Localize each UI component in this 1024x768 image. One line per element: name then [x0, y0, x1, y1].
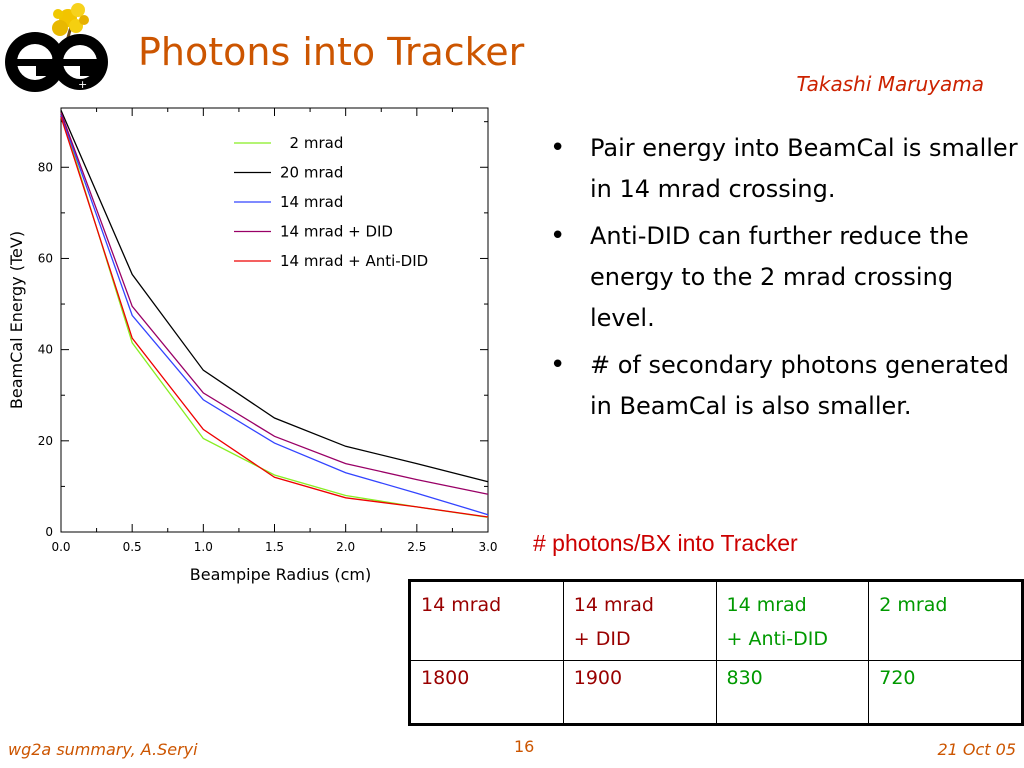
legend-label: 14 mrad + DID [280, 223, 393, 241]
footer-author: wg2a summary, A.Seryi [8, 740, 198, 759]
table-row: 1800 1900 830 720 [409, 660, 1023, 725]
table-caption: # photons/BX into Tracker [533, 530, 798, 556]
x-tick-label: 0.0 [51, 540, 70, 554]
bullet-item: # of secondary photons generated in Beam… [548, 345, 1018, 427]
page-number: 16 [514, 737, 535, 756]
header-cell: 2 mrad [868, 580, 1023, 661]
legend-label: 14 mrad [280, 193, 343, 211]
bullet-item: Pair energy into BeamCal is smaller in 1… [548, 128, 1018, 210]
value-cell: 1800 [409, 660, 564, 725]
value-cell: 830 [715, 660, 870, 725]
x-tick-label: 0.5 [123, 540, 142, 554]
beamcal-energy-chart: 0.0 0.5 1.0 1.5 2.0 2.5 3.0 0 20 40 60 80 Beampipe R… [7, 107, 498, 584]
chart-layer: 0.0 0.5 1.0 1.5 2.0 2.5 3.0 0 20 40 60 80 Beampipe R… [7, 107, 498, 584]
slide-title: Photons into Tracker [138, 30, 525, 74]
legend-label: 14 mrad + Anti-DID [280, 252, 428, 270]
series-line [60, 114, 489, 516]
legend-label: 2 mrad [280, 134, 343, 152]
table-header-row: 14 mrad 14 mrad + DID 14 mrad + Anti-DID 2… [409, 580, 1023, 661]
flower-icon [52, 3, 89, 61]
value-cell: 1900 [562, 660, 717, 725]
positron-e-right-icon: + [52, 34, 108, 91]
author-name: Takashi Maruyama [796, 72, 984, 96]
electron-e-left-icon [5, 32, 65, 92]
series-line [60, 110, 489, 483]
x-tick-label: 2.5 [407, 540, 426, 554]
x-axis-label: Beampipe Radius (cm) [190, 565, 372, 584]
y-axis-label: BeamCal Energy (TeV) [7, 231, 26, 409]
series-line [60, 112, 489, 495]
value-cell: 720 [868, 660, 1023, 725]
y-tick-label: 20 [38, 434, 53, 448]
legend-label: 20 mrad [280, 164, 343, 182]
header-cell: 14 mrad [409, 580, 564, 661]
bullet-item: Anti-DID can further reduce the energy t… [548, 216, 1018, 339]
ee-logo: + [5, 3, 108, 92]
y-tick-label: 80 [38, 160, 53, 174]
header-cell: 14 mrad + Anti-DID [715, 580, 870, 661]
y-tick-label: 40 [38, 343, 53, 357]
x-tick-label: 3.0 [478, 540, 497, 554]
series-line [60, 116, 489, 518]
bullet-list: Pair energy into BeamCal is smaller in 1… [548, 128, 1018, 433]
photons-table: 14 mrad 14 mrad + DID 14 mrad + Anti-DID 2… [408, 579, 1024, 726]
x-tick-label: 1.5 [265, 540, 284, 554]
svg-text:+: + [78, 78, 87, 91]
footer-date: 21 Oct 05 [937, 740, 1016, 759]
x-tick-label: 1.0 [194, 540, 213, 554]
header-cell: 14 mrad + DID [562, 580, 717, 661]
y-tick-label: 0 [45, 525, 53, 539]
x-tick-label: 2.0 [336, 540, 355, 554]
y-tick-label: 60 [38, 251, 53, 265]
